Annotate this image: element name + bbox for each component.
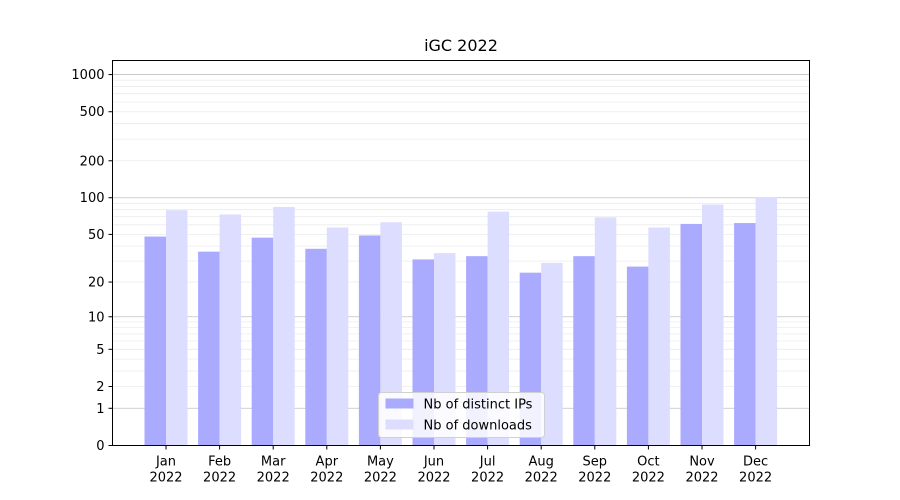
legend-swatch bbox=[385, 398, 414, 409]
legend: Nb of distinct IPs Nb of downloads bbox=[378, 392, 545, 438]
bar-downloads bbox=[755, 197, 778, 446]
y-tick-label: 0 bbox=[96, 439, 104, 454]
y-tick-label: 1 bbox=[96, 402, 104, 417]
y-tick-label: 20 bbox=[88, 276, 105, 291]
bar-distinct-ips bbox=[734, 223, 756, 446]
bar-downloads bbox=[380, 222, 402, 446]
bar-downloads bbox=[702, 204, 724, 446]
bar-distinct-ips bbox=[198, 251, 220, 446]
bar-downloads bbox=[541, 262, 563, 446]
y-tick-label: 100 bbox=[80, 191, 105, 206]
bar-distinct-ips bbox=[144, 236, 166, 446]
y-tick-label: 2 bbox=[96, 380, 104, 395]
chart-title: iGC 2022 bbox=[424, 36, 498, 55]
y-tick-label: 5 bbox=[96, 343, 104, 358]
bar-distinct-ips bbox=[680, 223, 702, 446]
bar-distinct-ips bbox=[305, 248, 327, 446]
bar-distinct-ips bbox=[573, 256, 595, 446]
x-tick-label: Mar 2022 bbox=[257, 455, 290, 486]
x-tick-label: Feb 2022 bbox=[203, 455, 236, 486]
bar-downloads bbox=[487, 211, 510, 446]
y-tick-label: 50 bbox=[88, 228, 105, 243]
bar-distinct-ips bbox=[358, 235, 381, 446]
bar-distinct-ips bbox=[626, 266, 649, 446]
legend-label: Nb of distinct IPs bbox=[424, 398, 533, 413]
x-tick-label: Oct 2022 bbox=[632, 455, 665, 486]
y-tick-label: 500 bbox=[80, 105, 105, 120]
bar-distinct-ips bbox=[251, 237, 274, 446]
x-tick-label: Apr 2022 bbox=[310, 455, 343, 486]
bar-downloads bbox=[219, 214, 242, 446]
plot-frame bbox=[112, 60, 810, 446]
legend-swatch bbox=[385, 419, 414, 430]
y-tick-label: 200 bbox=[80, 154, 105, 169]
bar-downloads bbox=[594, 217, 617, 446]
y-tick-label: 1000 bbox=[71, 68, 104, 83]
bar-downloads bbox=[326, 227, 349, 446]
x-tick-label: Nov 2022 bbox=[685, 455, 718, 486]
x-tick-label: Jun 2022 bbox=[417, 455, 450, 486]
legend-box bbox=[378, 392, 545, 438]
x-tick-label: Dec 2022 bbox=[739, 455, 772, 486]
legend-label: Nb of downloads bbox=[424, 419, 533, 434]
bar-downloads bbox=[648, 227, 670, 446]
x-tick-label: Jan 2022 bbox=[149, 455, 182, 486]
x-tick-label: Sep 2022 bbox=[578, 455, 611, 486]
x-axis: Jan 2022 Feb 2022 Mar 2022 Apr 2022 May 2022 Jun 20… bbox=[149, 445, 772, 486]
y-axis: 0 1 2 5 10 20 50 100 200 500 1000 bbox=[71, 68, 113, 454]
bar-downloads bbox=[166, 210, 188, 446]
x-tick-label: Jul 2022 bbox=[471, 455, 504, 486]
x-tick-label: May 2022 bbox=[364, 455, 397, 486]
y-tick-label: 10 bbox=[88, 310, 105, 325]
bar-downloads bbox=[273, 206, 295, 446]
x-tick-label: Aug 2022 bbox=[525, 455, 558, 486]
